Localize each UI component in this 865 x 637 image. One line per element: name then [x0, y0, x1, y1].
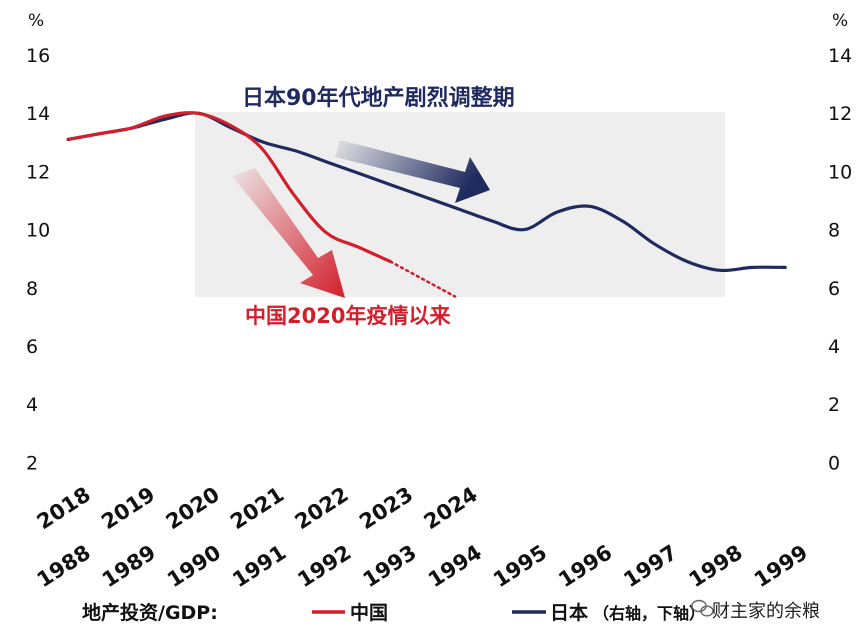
bottom-x-tick: 1991	[228, 540, 290, 592]
bottom-x-tick: 1997	[619, 540, 681, 592]
japan-trend-arrow	[335, 140, 490, 203]
bottom-x-tick: 1990	[163, 540, 225, 592]
legend-label: 地产投资/GDP:	[82, 601, 218, 624]
top-x-tick: 2019	[97, 482, 159, 534]
left-axis-tick: 2	[26, 452, 38, 474]
bottom-x-tick: 1994	[424, 540, 486, 592]
left-axis-ticks: 16 14 12 10 8 6 4 2	[26, 45, 50, 474]
right-axis-tick: 0	[828, 452, 840, 474]
bottom-x-tick: 1996	[554, 540, 616, 592]
bottom-x-tick: 1993	[359, 540, 421, 592]
left-axis-tick: 12	[26, 161, 50, 183]
right-axis-tick: 12	[828, 103, 852, 125]
china-annotation: 中国2020年疫情以来	[245, 304, 451, 328]
top-x-tick: 2024	[420, 482, 482, 534]
left-axis-tick: 10	[26, 220, 50, 242]
china-series-line	[66, 111, 393, 264]
china-trend-arrow	[232, 168, 345, 298]
left-axis-unit: %	[28, 11, 44, 31]
bottom-x-axis-ticks: 1988 1989 1990 1991 1992 1993 1994 1995 1996 1997…	[33, 540, 812, 592]
watermark-text: 财主家的余粮	[712, 601, 820, 622]
bottom-x-tick: 1998	[685, 540, 747, 592]
china-projection-line	[389, 260, 457, 298]
right-axis-unit: %	[832, 11, 848, 31]
left-axis-tick: 14	[26, 103, 50, 125]
right-axis-tick: 14	[828, 45, 852, 67]
bottom-x-tick: 1999	[750, 540, 812, 592]
right-axis-tick: 2	[828, 394, 840, 416]
wechat-icon	[691, 599, 714, 617]
bottom-x-tick: 1995	[489, 540, 551, 592]
right-axis-tick: 6	[828, 278, 840, 300]
top-x-axis-ticks: 2018 2019 2020 2021 2022 2023 2024	[33, 482, 482, 534]
watermark: 财主家的余粮	[691, 599, 820, 622]
left-axis-tick: 4	[26, 394, 38, 416]
top-x-tick: 2021	[226, 482, 288, 534]
right-axis-tick: 8	[828, 220, 840, 242]
right-axis-tick: 4	[828, 336, 840, 358]
top-x-tick: 2020	[162, 482, 224, 534]
legend: 地产投资/GDP: 中国 日本 （右轴，下轴）	[82, 601, 705, 624]
adjustment-period-shade	[195, 112, 725, 297]
top-x-tick: 2023	[355, 482, 417, 534]
left-axis-tick: 8	[26, 278, 38, 300]
top-x-tick: 2018	[33, 482, 95, 534]
legend-japan-label: 日本	[550, 601, 588, 624]
bottom-x-tick: 1988	[33, 540, 95, 592]
right-axis-tick: 10	[828, 161, 852, 183]
japan-annotation: 日本90年代地产剧烈调整期	[242, 85, 515, 111]
left-axis-tick: 16	[26, 45, 50, 67]
left-axis-tick: 6	[26, 336, 38, 358]
bottom-x-tick: 1989	[98, 540, 160, 592]
right-axis-ticks: 14 12 10 8 6 4 2 0	[828, 45, 852, 474]
top-x-tick: 2022	[291, 482, 353, 534]
bottom-x-tick: 1992	[293, 540, 355, 592]
legend-japan-note: （右轴，下轴）	[593, 604, 705, 623]
legend-china-label: 中国	[350, 601, 388, 624]
